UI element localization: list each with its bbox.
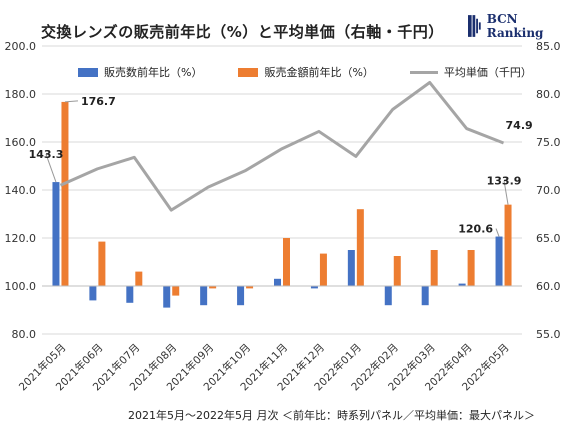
- logo-text: BCN Ranking: [486, 12, 544, 40]
- y2-tick-label: 55.0: [536, 328, 561, 341]
- sales-bar: [319, 253, 327, 286]
- sales-bar: [283, 238, 290, 286]
- legend-swatch-units: [78, 67, 98, 77]
- y-tick-label: 200.0: [5, 40, 37, 53]
- y-tick-label: 140.0: [5, 184, 37, 197]
- y-tick-label: 120.0: [5, 232, 37, 245]
- sales-bar: [61, 101, 69, 286]
- y-tick-label: 80.0: [12, 328, 37, 341]
- legend-item-price: 平均単価（千円）: [409, 64, 532, 80]
- units-bar: [421, 286, 429, 306]
- data-label-leader: [64, 100, 78, 103]
- chart-footer: 2021年5月〜2022年5月 月次 ＜前年比：時系列パネル／平均単価：最大パネ…: [128, 409, 535, 422]
- y2-tick-label: 70.0: [536, 184, 561, 197]
- bcn-logo-icon: [468, 15, 481, 37]
- data-label-leader: [503, 180, 509, 205]
- y-tick-label: 100.0: [5, 280, 37, 293]
- data-label: 143.3: [29, 148, 64, 161]
- y2-tick-label: 60.0: [536, 280, 561, 293]
- legend-label-sales: 販売金額前年比（%）: [264, 66, 374, 79]
- units-bar: [200, 286, 208, 306]
- sales-bar: [430, 250, 438, 286]
- y2-tick-label: 75.0: [536, 136, 561, 149]
- units-bar: [274, 278, 281, 286]
- sales-bar: [172, 286, 180, 296]
- units-bar: [163, 286, 171, 308]
- y2-tick-label: 85.0: [536, 40, 561, 53]
- data-label: 133.9: [487, 175, 522, 188]
- chart-legend: 販売数前年比（%） 販売金額前年比（%） 平均単価（千円）: [78, 64, 532, 80]
- data-label: 120.6: [458, 223, 493, 236]
- price-line: [59, 80, 505, 212]
- units-bar: [347, 250, 355, 286]
- sales-bar: [246, 286, 254, 289]
- units-bar: [384, 286, 392, 306]
- units-bar: [495, 236, 503, 286]
- units-bar: [310, 286, 318, 289]
- sales-bar: [467, 250, 475, 286]
- units-bar: [458, 283, 466, 286]
- legend-swatch-sales: [238, 67, 259, 77]
- legend-swatch-price: [409, 70, 438, 74]
- data-label-leader: [45, 153, 57, 183]
- y-tick-label: 180.0: [5, 88, 37, 101]
- chart-title: 交換レンズの販売前年比（%）と平均単価（右軸・千円）: [41, 23, 444, 41]
- sales-bar: [209, 286, 217, 289]
- logo: BCN Ranking: [468, 12, 570, 40]
- legend-item-units: 販売数前年比（%）: [78, 64, 202, 80]
- units-bar: [126, 286, 134, 303]
- legend-item-sales: 販売金額前年比（%）: [238, 64, 374, 80]
- y-tick-label: 160.0: [5, 136, 37, 149]
- data-label-leader: [495, 228, 500, 237]
- y2-tick-label: 65.0: [536, 232, 561, 245]
- sales-bar: [135, 271, 143, 286]
- y2-tick-label: 80.0: [536, 88, 561, 101]
- legend-label-price: 平均単価（千円）: [443, 66, 532, 79]
- sales-bar: [393, 256, 401, 286]
- units-bar: [89, 286, 97, 301]
- units-bar: [52, 182, 60, 286]
- sales-bar: [98, 241, 106, 286]
- data-label: 176.7: [81, 95, 116, 108]
- units-bar: [237, 286, 245, 306]
- data-label: 74.9: [506, 119, 533, 132]
- legend-label-units: 販売数前年比（%）: [104, 66, 203, 79]
- sales-bar: [504, 204, 512, 286]
- sales-bar: [356, 209, 364, 286]
